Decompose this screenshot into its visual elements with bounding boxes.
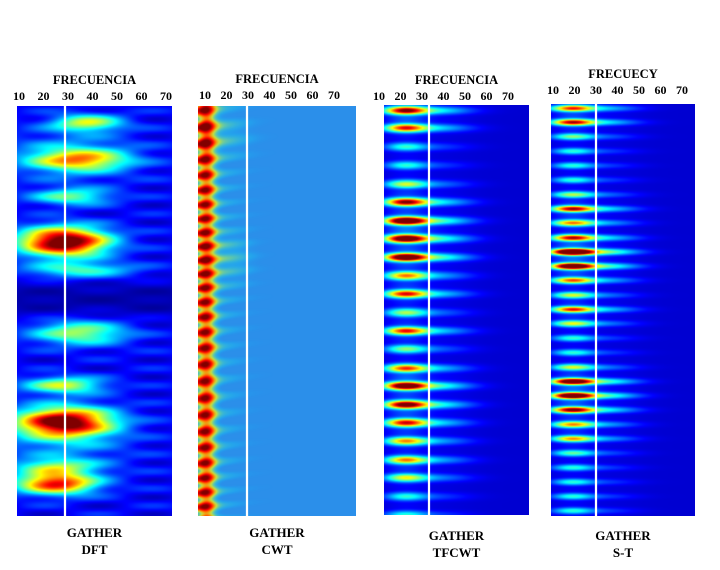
frequency-tick-label: 50 — [111, 89, 123, 103]
frequency-marker-line — [64, 106, 66, 516]
frequency-axis-title: FRECUENCIA — [235, 72, 319, 86]
spectrogram-heatmap — [551, 104, 695, 516]
frequency-axis-title: FRECUENCIA — [52, 73, 137, 87]
frequency-tick-label: 10 — [547, 83, 559, 97]
frequency-tick-label: 40 — [437, 89, 450, 103]
frequency-tick-label: 20 — [220, 88, 233, 102]
spectrogram-heatmap — [198, 106, 356, 516]
caption-line-gather: GATHER — [428, 528, 485, 543]
frequency-marker-line — [246, 106, 248, 516]
frequency-tick-label: 60 — [135, 89, 148, 103]
frequency-tick-label: 40 — [611, 83, 624, 97]
frequency-tick-label: 60 — [480, 89, 493, 103]
caption-line-gather: GATHER — [595, 528, 651, 543]
frequency-tick-label: 50 — [459, 89, 471, 103]
frequency-axis-title: FRECUECY — [588, 67, 658, 81]
caption-line-gather: GATHER — [66, 525, 123, 540]
frequency-tick-label: 70 — [502, 89, 514, 103]
spectrogram-heatmap — [17, 106, 172, 516]
panel-caption: GATHER S-T — [595, 527, 650, 561]
frequency-tick-label: 10 — [373, 89, 385, 103]
spectrogram-heatmap — [384, 105, 529, 515]
caption-line-method: CWT — [261, 542, 293, 557]
frequency-tick-label: 70 — [160, 89, 172, 103]
frequency-tick-label: 30 — [416, 89, 428, 103]
frequency-marker-line — [428, 105, 430, 515]
frequency-tick-label: 30 — [590, 83, 602, 97]
frequency-marker-line — [595, 104, 597, 516]
frequency-tick-label: 40 — [86, 89, 99, 103]
frequency-tick-label: 60 — [306, 88, 319, 102]
frequency-tick-label: 70 — [328, 88, 340, 102]
caption-line-method: S-T — [612, 545, 634, 560]
frequency-tick-label: 20 — [568, 83, 581, 97]
panel-caption: GATHER DFT — [67, 524, 122, 558]
frequency-tick-label: 50 — [633, 83, 645, 97]
panel-caption: GATHER TFCWT — [429, 527, 484, 561]
frequency-axis-title: FRECUENCIA — [414, 73, 499, 87]
frequency-tick-label: 20 — [37, 89, 50, 103]
frequency-tick-label: 50 — [285, 88, 297, 102]
frequency-tick-label: 30 — [242, 88, 254, 102]
caption-line-gather: GATHER — [249, 525, 305, 540]
frequency-tick-label: 60 — [654, 83, 667, 97]
frequency-tick-label: 30 — [62, 89, 74, 103]
frequency-tick-label: 10 — [199, 88, 211, 102]
frequency-tick-label: 20 — [394, 89, 407, 103]
caption-line-method: DFT — [81, 542, 108, 557]
frequency-tick-label: 40 — [263, 88, 276, 102]
panel-caption: GATHER CWT — [249, 524, 304, 558]
frequency-tick-label: 10 — [13, 89, 25, 103]
frequency-tick-label: 70 — [676, 83, 688, 97]
caption-line-method: TFCWT — [432, 545, 481, 560]
